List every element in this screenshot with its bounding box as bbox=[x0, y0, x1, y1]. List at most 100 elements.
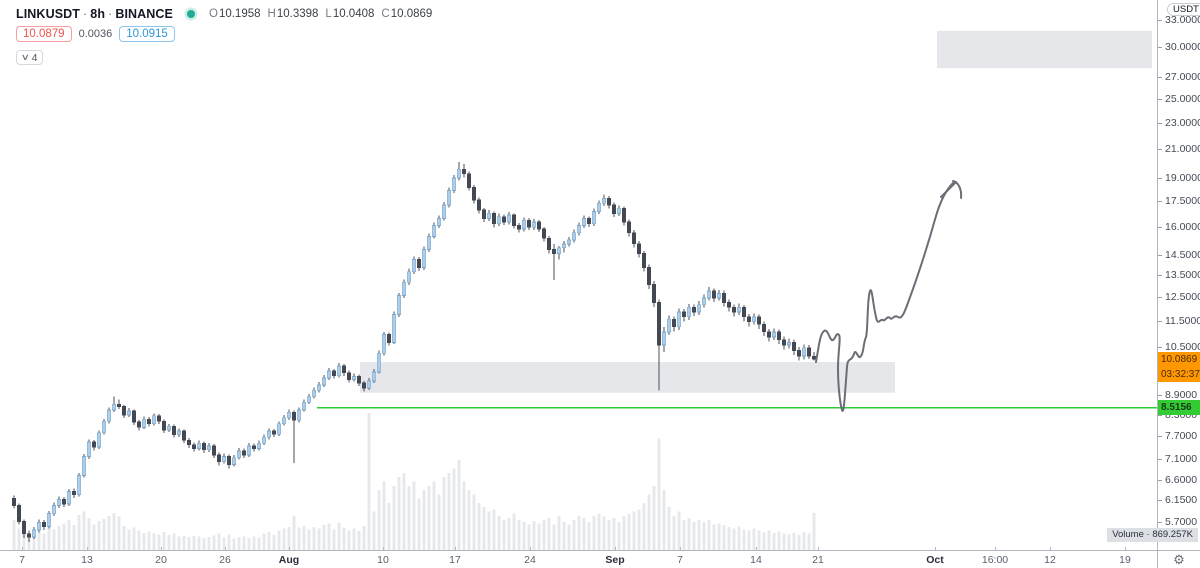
volume-bar bbox=[722, 525, 726, 550]
price-axis[interactable]: USDT 10.0869 03:32:37 8.5156 33.0000 30.0… bbox=[1157, 0, 1200, 550]
volume-bar bbox=[457, 460, 461, 550]
price-tick: 13.5000 bbox=[1158, 269, 1200, 282]
candle-up bbox=[286, 411, 292, 419]
candle-down bbox=[216, 454, 222, 463]
drawn-arrow[interactable] bbox=[952, 180, 963, 199]
low-value: 10.0408 bbox=[332, 7, 375, 20]
time-tick: 21 bbox=[796, 547, 840, 566]
volume-bar bbox=[527, 524, 531, 550]
time-tick: 7 bbox=[0, 547, 44, 566]
candle-down bbox=[71, 491, 77, 496]
demand-zone[interactable] bbox=[360, 362, 895, 393]
volume-bar bbox=[372, 511, 376, 550]
volume-bar bbox=[312, 526, 316, 550]
candle-down bbox=[356, 375, 362, 384]
candle-down bbox=[156, 415, 162, 422]
open-label: O bbox=[208, 7, 218, 20]
candle-up bbox=[66, 491, 72, 505]
volume-bar bbox=[502, 520, 506, 550]
volume-bar bbox=[762, 532, 766, 550]
time-tick: 19 bbox=[1103, 547, 1147, 566]
candle-down bbox=[476, 199, 482, 211]
volume-bar bbox=[362, 526, 366, 550]
volume-bar bbox=[657, 438, 661, 550]
target-zone[interactable] bbox=[937, 30, 1152, 69]
candle-down bbox=[796, 350, 802, 357]
candle-down bbox=[636, 243, 642, 254]
gear-icon[interactable]: ⚙ bbox=[1173, 552, 1185, 567]
volume-bar bbox=[382, 481, 386, 550]
candle-down bbox=[91, 441, 97, 448]
symbol-title[interactable]: LINKUSDT · 8h · BINANCE bbox=[16, 7, 173, 21]
candle-down bbox=[271, 430, 277, 435]
open-value: 10.1958 bbox=[218, 7, 261, 20]
price-tick: 12.5000 bbox=[1158, 291, 1200, 304]
volume-bar bbox=[317, 528, 321, 550]
candle-down bbox=[551, 249, 557, 254]
volume-bar bbox=[767, 530, 771, 550]
chart-canvas[interactable] bbox=[0, 0, 1157, 550]
candle-up bbox=[316, 384, 322, 391]
candle-up bbox=[376, 352, 382, 373]
currency-toggle-button[interactable]: USDT bbox=[1167, 3, 1200, 16]
volume-bar bbox=[447, 472, 451, 550]
volume-bar bbox=[287, 526, 291, 550]
high-label: H bbox=[267, 7, 276, 20]
volume-bar bbox=[607, 520, 611, 550]
volume-bar bbox=[292, 515, 296, 550]
candle-down bbox=[386, 334, 392, 343]
objects-tree-button[interactable]: ∨ 4 bbox=[16, 50, 44, 65]
volume-bar bbox=[577, 515, 581, 550]
sell-button[interactable]: 10.0879 bbox=[16, 26, 72, 42]
candle-down bbox=[241, 450, 247, 456]
candle-up bbox=[336, 365, 342, 377]
candle-up bbox=[371, 371, 377, 382]
volume-bar bbox=[117, 516, 121, 550]
time-tick: 13 bbox=[65, 547, 109, 566]
candle-up bbox=[496, 216, 502, 225]
candle-up bbox=[396, 295, 402, 315]
candle-up bbox=[441, 204, 447, 219]
volume-bar bbox=[427, 485, 431, 550]
price-tick: 27.0000 bbox=[1158, 71, 1200, 84]
time-axis[interactable]: 7 13 20 26 Aug 10 17 24 Sep 7 14 21 Oct 16:00 12 19 bbox=[0, 547, 1157, 568]
volume-bar bbox=[517, 520, 521, 550]
volume-bar bbox=[572, 520, 576, 550]
ohlc-readout: O10.1958 H10.3398 L10.0408 C10.0869 bbox=[209, 8, 432, 20]
candle-up bbox=[306, 396, 312, 403]
volume-bar bbox=[52, 529, 56, 550]
interval-value[interactable]: 8h bbox=[90, 6, 106, 21]
drawn-arrow[interactable] bbox=[940, 181, 957, 198]
volume-bar bbox=[792, 532, 796, 550]
volume-bar bbox=[452, 468, 456, 550]
volume-bar bbox=[732, 528, 736, 550]
market-status-icon[interactable] bbox=[186, 9, 195, 18]
candle-down bbox=[646, 267, 652, 285]
volume-bar bbox=[497, 515, 501, 550]
candle-down bbox=[726, 302, 732, 308]
candle-up bbox=[686, 306, 692, 318]
price-tick: 25.0000 bbox=[1158, 93, 1200, 106]
chevron-down-icon: ∨ bbox=[20, 52, 30, 62]
volume-bar bbox=[472, 494, 476, 550]
drawn-arrow[interactable] bbox=[815, 182, 954, 412]
close-label: C bbox=[381, 7, 390, 20]
candle-up bbox=[321, 377, 327, 386]
volume-bar bbox=[542, 520, 546, 550]
candle-up bbox=[696, 304, 702, 313]
candle-up bbox=[601, 197, 607, 204]
candle-up bbox=[716, 292, 722, 299]
candle-down bbox=[631, 232, 637, 245]
candle-down bbox=[416, 258, 422, 268]
price-tick: 10.5000 bbox=[1158, 341, 1200, 354]
candle-down bbox=[611, 204, 617, 214]
candle-up bbox=[236, 450, 242, 459]
candle-up bbox=[666, 318, 672, 333]
volume-bar bbox=[642, 502, 646, 550]
candle-down bbox=[191, 444, 197, 449]
volume-bar bbox=[812, 512, 816, 550]
buy-button[interactable]: 10.0915 bbox=[119, 26, 175, 42]
candle-down bbox=[721, 292, 727, 303]
candle-down bbox=[641, 253, 647, 269]
volume-bar bbox=[802, 532, 806, 550]
